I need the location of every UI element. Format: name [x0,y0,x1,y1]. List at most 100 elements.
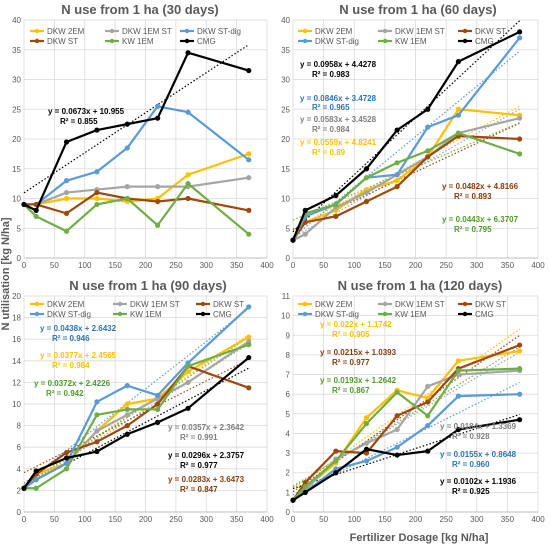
y-tick-label: 10 [12,195,21,204]
data-point [363,440,370,446]
legend-label: KW 1EM [130,310,162,319]
y-tick-label: 7 [286,371,291,380]
y-tick-label: 5 [286,410,291,419]
data-point [33,477,39,483]
data-point [63,228,70,234]
data-point [33,485,39,491]
x-tick-label: 400 [531,261,545,270]
data-point [124,195,130,202]
x-axis-label: Fertilizer Dosage [kg N/ha] [350,532,489,544]
legend-marker [302,311,308,317]
data-point [63,195,70,202]
legend-marker [462,301,468,307]
data-point [517,342,523,348]
data-point [63,189,70,196]
data-point [94,195,100,202]
data-point [425,399,431,405]
y-tick-label: 18 [12,314,21,323]
data-point [333,466,339,472]
data-point [246,231,252,237]
trendline-equation: y = 0.022x + 1.1742 [320,320,392,329]
y-tick-label: 25 [281,105,290,114]
trendline-equation: y = 0.0482x + 4.8166 [442,182,519,191]
data-point [425,423,431,429]
y-tick-label: 10 [12,400,21,409]
data-point [425,106,431,112]
y-tick-label: 2 [286,469,291,478]
x-tick-label: 300 [470,515,484,524]
data-point [425,448,431,454]
y-tick-label: 4 [286,429,291,438]
trendline-r2: R² = 0.847 [180,485,218,494]
data-point [124,401,130,407]
y-tick-label: 35 [12,46,21,55]
trendline-r2: R² = 0.977 [180,461,218,470]
data-point [246,304,252,310]
legend-label: DKW ST-dig [315,310,359,319]
data-point [333,192,339,199]
data-point [63,466,70,472]
data-point [517,366,523,372]
y-tick-label: 10 [281,312,290,321]
legend-marker [200,301,206,307]
data-point [394,413,400,419]
legend-marker [34,38,40,44]
data-point [333,213,339,219]
x-tick-label: 300 [200,515,214,524]
trendline [23,336,250,487]
data-point [185,50,191,56]
trendline-equation: y = 0.0377x + 2.4565 [40,351,117,360]
data-point [94,169,100,175]
trendline [292,328,520,490]
data-point [155,406,161,412]
data-point [185,172,191,178]
data-point [517,29,523,35]
x-tick-label: 150 [108,261,122,270]
trendline [23,44,250,194]
data-point [517,348,523,354]
data-point [394,444,400,450]
data-point [63,455,70,461]
series-line [292,418,520,502]
series-line [23,51,250,212]
x-tick-label: 50 [319,515,328,524]
x-tick-label: 150 [378,261,392,270]
data-point [21,201,27,208]
y-tick-label: 15 [12,165,21,174]
data-point [63,178,70,184]
trendline-r2: R² = 0.984 [52,361,90,370]
data-point [517,417,523,423]
series-line [291,30,521,241]
data-point [290,237,296,243]
series-line [24,105,250,206]
data-point [394,178,400,184]
legend-label: KW 1EM [122,37,154,46]
x-tick-label: 50 [319,261,328,270]
data-point [185,363,191,369]
data-point [155,103,161,109]
legend-label: DKW ST-dig [197,27,241,36]
series-line [23,305,250,490]
series-line [291,131,520,241]
data-point [333,448,339,454]
trendline-r2: R² = 0.905 [332,330,370,339]
data-point [363,421,370,427]
data-point [94,201,100,208]
data-point [246,157,252,163]
series-line [292,37,521,241]
trendline-r2: R² = 0.89 [312,148,346,157]
legend-label: DKW ST [213,300,244,309]
data-point [363,446,370,452]
data-point [63,210,70,216]
trendline-r2: R² = 0.795 [454,225,492,234]
trendline-r2: R² = 0.925 [452,487,490,496]
x-tick-label: 250 [169,261,183,270]
series-line [23,336,250,489]
trendline-r2: R² = 0.960 [452,460,490,469]
data-point [517,136,523,142]
legend-marker [34,311,40,317]
series-line [292,367,520,501]
y-tick-label: 1 [286,488,291,497]
data-point [246,151,252,157]
y-tick-label: 40 [281,16,290,25]
